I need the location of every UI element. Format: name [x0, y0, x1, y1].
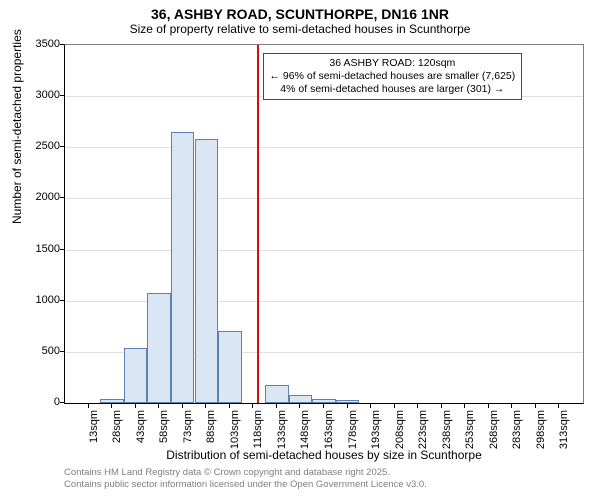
chart-subtitle: Size of property relative to semi-detach…: [0, 22, 600, 40]
x-tick-mark: [535, 404, 536, 408]
x-tick-mark: [276, 404, 277, 408]
gridline: [65, 250, 583, 251]
x-tick-label: 298sqm: [535, 410, 547, 450]
x-tick-label: 13sqm: [88, 410, 100, 450]
histogram-bar: [336, 400, 360, 403]
x-tick-mark: [370, 404, 371, 408]
y-tick-label: 2500: [12, 140, 60, 152]
x-tick-mark: [323, 404, 324, 408]
x-tick-label: 103sqm: [229, 410, 241, 450]
x-tick-label: 88sqm: [205, 410, 217, 450]
x-tick-label: 253sqm: [464, 410, 476, 450]
y-tick-mark: [60, 351, 64, 352]
y-tick-label: 0: [12, 396, 60, 408]
y-tick-label: 1500: [12, 243, 60, 255]
x-tick-label: 43sqm: [135, 410, 147, 450]
x-tick-mark: [205, 404, 206, 408]
y-tick-label: 3000: [12, 89, 60, 101]
histogram-bar: [312, 399, 336, 403]
x-tick-mark: [299, 404, 300, 408]
x-tick-mark: [88, 404, 89, 408]
gridline: [65, 301, 583, 302]
property-marker-line: [257, 45, 259, 403]
y-tick-mark: [60, 146, 64, 147]
footer-line: Contains public sector information licen…: [64, 479, 427, 491]
y-tick-label: 3500: [12, 38, 60, 50]
x-tick-mark: [511, 404, 512, 408]
x-tick-label: 73sqm: [182, 410, 194, 450]
histogram-bar: [171, 132, 195, 403]
x-tick-label: 208sqm: [394, 410, 406, 450]
x-tick-mark: [417, 404, 418, 408]
histogram-bar: [100, 399, 124, 403]
x-tick-label: 118sqm: [252, 410, 264, 450]
histogram-bar: [124, 348, 148, 403]
x-tick-mark: [558, 404, 559, 408]
x-tick-mark: [229, 404, 230, 408]
gridline: [65, 198, 583, 199]
chart-container: 36, ASHBY ROAD, SCUNTHORPE, DN16 1NR Siz…: [0, 0, 600, 500]
x-tick-mark: [441, 404, 442, 408]
y-tick-mark: [60, 197, 64, 198]
property-callout: 36 ASHBY ROAD: 120sqm← 96% of semi-detac…: [263, 53, 523, 100]
histogram-bar: [218, 331, 242, 403]
x-tick-label: 238sqm: [441, 410, 453, 450]
callout-title: 36 ASHBY ROAD: 120sqm: [270, 57, 516, 70]
y-tick-mark: [60, 402, 64, 403]
x-tick-label: 163sqm: [323, 410, 335, 450]
histogram-bar: [195, 139, 219, 403]
x-tick-mark: [252, 404, 253, 408]
x-tick-mark: [394, 404, 395, 408]
x-tick-mark: [111, 404, 112, 408]
histogram-bar: [265, 385, 289, 403]
x-tick-mark: [488, 404, 489, 408]
y-tick-mark: [60, 249, 64, 250]
chart-title: 36, ASHBY ROAD, SCUNTHORPE, DN16 1NR: [0, 0, 600, 22]
x-tick-label: 268sqm: [488, 410, 500, 450]
gridline: [65, 147, 583, 148]
x-tick-label: 283sqm: [511, 410, 523, 450]
x-tick-label: 223sqm: [417, 410, 429, 450]
x-tick-mark: [135, 404, 136, 408]
y-tick-label: 2000: [12, 191, 60, 203]
x-tick-mark: [182, 404, 183, 408]
x-tick-label: 58sqm: [158, 410, 170, 450]
plot-area: 36 ASHBY ROAD: 120sqm← 96% of semi-detac…: [64, 44, 584, 404]
histogram-bar: [289, 395, 313, 403]
callout-smaller: ← 96% of semi-detached houses are smalle…: [270, 70, 516, 83]
x-tick-label: 148sqm: [299, 410, 311, 450]
x-tick-label: 178sqm: [347, 410, 359, 450]
x-tick-label: 133sqm: [276, 410, 288, 450]
y-tick-label: 1000: [12, 294, 60, 306]
attribution-footer: Contains HM Land Registry data © Crown c…: [64, 467, 427, 491]
histogram-bar: [147, 293, 171, 403]
x-tick-label: 193sqm: [370, 410, 382, 450]
y-tick-mark: [60, 44, 64, 45]
y-tick-mark: [60, 95, 64, 96]
callout-larger: 4% of semi-detached houses are larger (3…: [270, 83, 516, 96]
x-tick-mark: [347, 404, 348, 408]
x-tick-mark: [158, 404, 159, 408]
x-tick-label: 28sqm: [111, 410, 123, 450]
x-axis-label: Distribution of semi-detached houses by …: [64, 448, 584, 462]
y-tick-mark: [60, 300, 64, 301]
y-tick-label: 500: [12, 345, 60, 357]
footer-line: Contains HM Land Registry data © Crown c…: [64, 467, 427, 479]
x-tick-mark: [464, 404, 465, 408]
x-tick-label: 313sqm: [558, 410, 570, 450]
